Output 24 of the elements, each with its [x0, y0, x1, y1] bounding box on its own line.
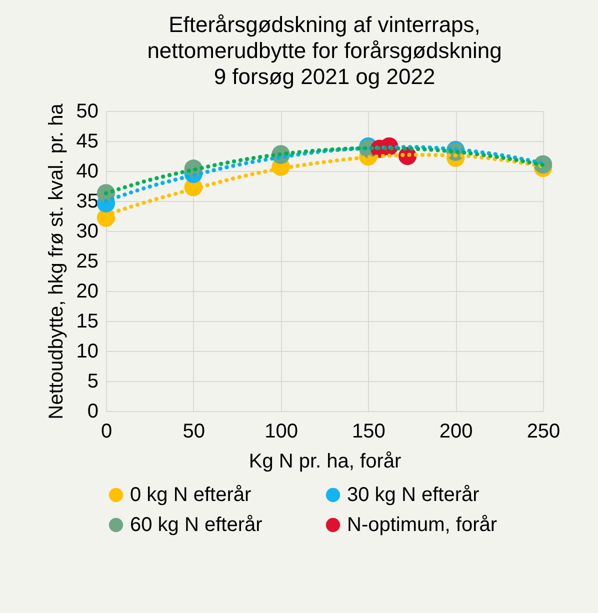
y-tick-label: 35	[76, 190, 98, 212]
y-axis-title: Nettoudbytte, hkg frø st. kval. pr. ha	[45, 102, 68, 420]
x-tick-label: 150	[352, 420, 386, 442]
legend-label: N-optimum, forår	[347, 514, 498, 536]
x-tick-label: 50	[182, 420, 206, 442]
y-tick-label: 50	[76, 100, 98, 122]
chart-title: Efterårsgødskning af vinterraps, nettomerudbytte for forårsgødskning 9 forsøg 2021 og 2022	[147, 12, 502, 89]
x-tick-label: 0	[100, 420, 112, 442]
y-tick-label: 0	[87, 400, 98, 422]
y-tick-label: 45	[76, 130, 98, 152]
x-tick-label: 200	[439, 420, 473, 442]
y-tick-label: 5	[87, 370, 98, 392]
x-tick-label: 250	[526, 420, 560, 442]
x-axis-title: Kg N pr. ha, forår	[248, 450, 402, 472]
y-tick-label: 15	[76, 310, 98, 332]
y-tick-label: 40	[76, 160, 98, 182]
y-tick-label: 30	[76, 220, 98, 242]
legend-label: 0 kg N efterår	[130, 484, 252, 506]
y-tick-label: 25	[76, 250, 98, 272]
legend-label: 60 kg N efterår	[130, 514, 263, 536]
y-tick-label: 20	[76, 280, 98, 302]
y-tick-label: 10	[76, 340, 98, 362]
legend-label: 30 kg N efterår	[347, 484, 480, 506]
x-tick-label: 100	[264, 420, 298, 442]
